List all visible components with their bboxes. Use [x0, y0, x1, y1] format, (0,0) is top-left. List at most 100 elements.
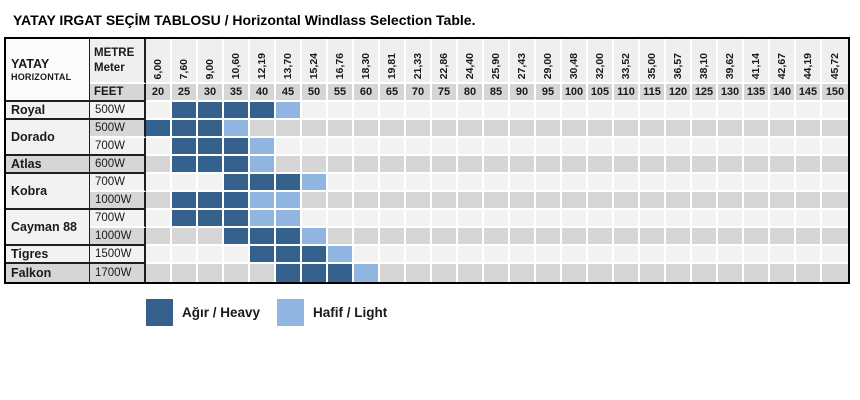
data-cell: [744, 264, 770, 282]
meter-column-header: 16,76: [328, 39, 354, 84]
data-cell: [614, 174, 640, 192]
meter-value: 6,00: [152, 58, 164, 79]
data-cell: [198, 210, 224, 228]
meter-value: 25,90: [490, 52, 502, 79]
data-cell: [458, 138, 484, 156]
data-cell: [328, 264, 354, 282]
meter-column-header: 36,57: [666, 39, 692, 84]
meter-column-header: 10,60: [224, 39, 250, 84]
data-cell: [276, 156, 302, 174]
data-cell: [224, 192, 250, 210]
data-cell: [250, 246, 276, 264]
data-cell: [146, 102, 172, 120]
model-cell: Royal: [6, 102, 90, 120]
data-cell: [770, 174, 796, 192]
meter-value: 21,33: [412, 52, 424, 79]
power-cell: 500W: [90, 120, 146, 138]
data-cell: [510, 210, 536, 228]
feet-column-header: 80: [458, 84, 484, 102]
feet-column-header: 55: [328, 84, 354, 102]
data-cell: [510, 174, 536, 192]
data-cell: [744, 228, 770, 246]
feet-column-header: 135: [744, 84, 770, 102]
data-cell: [146, 210, 172, 228]
meter-value: 29,00: [542, 52, 554, 79]
feet-column-header: 30: [198, 84, 224, 102]
data-cell: [562, 138, 588, 156]
data-cell: [536, 174, 562, 192]
data-cell: [328, 228, 354, 246]
data-cell: [302, 120, 328, 138]
meter-column-header: 41,14: [744, 39, 770, 84]
data-cell: [250, 228, 276, 246]
data-cell: [822, 120, 848, 138]
meter-value: 38,10: [698, 52, 710, 79]
data-cell: [354, 264, 380, 282]
data-cell: [276, 228, 302, 246]
data-cell: [562, 120, 588, 138]
data-cell: [822, 174, 848, 192]
feet-column-header: 105: [588, 84, 614, 102]
feet-column-header: 125: [692, 84, 718, 102]
data-cell: [770, 246, 796, 264]
data-cell: [484, 120, 510, 138]
power-cell: 700W: [90, 174, 146, 192]
metre-label: METRE: [94, 46, 135, 59]
data-cell: [588, 246, 614, 264]
data-cell: [484, 102, 510, 120]
data-cell: [328, 210, 354, 228]
data-cell: [718, 156, 744, 174]
data-cell: [510, 246, 536, 264]
feet-column-header: 65: [380, 84, 406, 102]
data-cell: [666, 210, 692, 228]
meter-column-header: 30,48: [562, 39, 588, 84]
data-cell: [666, 174, 692, 192]
data-cell: [562, 246, 588, 264]
data-cell: [224, 264, 250, 282]
data-cell: [692, 210, 718, 228]
data-cell: [562, 192, 588, 210]
data-cell: [198, 246, 224, 264]
meter-value: 27,43: [516, 52, 528, 79]
data-cell: [510, 264, 536, 282]
meter-value: 12,19: [256, 52, 268, 79]
data-cell: [536, 138, 562, 156]
data-cell: [432, 192, 458, 210]
data-cell: [432, 264, 458, 282]
data-cell: [510, 120, 536, 138]
data-cell: [276, 102, 302, 120]
data-cell: [354, 174, 380, 192]
data-cell: [744, 174, 770, 192]
feet-column-header: 95: [536, 84, 562, 102]
data-cell: [224, 120, 250, 138]
data-cell: [562, 102, 588, 120]
data-cell: [614, 264, 640, 282]
data-cell: [198, 228, 224, 246]
data-cell: [666, 156, 692, 174]
data-cell: [536, 228, 562, 246]
yatay-label: YATAY: [11, 56, 50, 71]
data-cell: [458, 174, 484, 192]
feet-column-header: 150: [822, 84, 848, 102]
data-cell: [432, 228, 458, 246]
data-cell: [510, 156, 536, 174]
meter-value: 42,67: [776, 52, 788, 79]
data-cell: [146, 264, 172, 282]
meter-column-header: 21,33: [406, 39, 432, 84]
meter-column-header: 24,40: [458, 39, 484, 84]
meter-value: 9,00: [204, 58, 216, 79]
data-cell: [666, 264, 692, 282]
meter-value: 22,86: [438, 52, 450, 79]
data-cell: [770, 120, 796, 138]
data-cell: [172, 228, 198, 246]
data-cell: [692, 120, 718, 138]
data-cell: [536, 102, 562, 120]
data-cell: [224, 174, 250, 192]
data-cell: [432, 210, 458, 228]
data-cell: [484, 246, 510, 264]
data-cell: [146, 174, 172, 192]
meter-value: 18,30: [360, 52, 372, 79]
data-cell: [224, 228, 250, 246]
data-cell: [536, 264, 562, 282]
meter-value: 44,19: [802, 52, 814, 79]
